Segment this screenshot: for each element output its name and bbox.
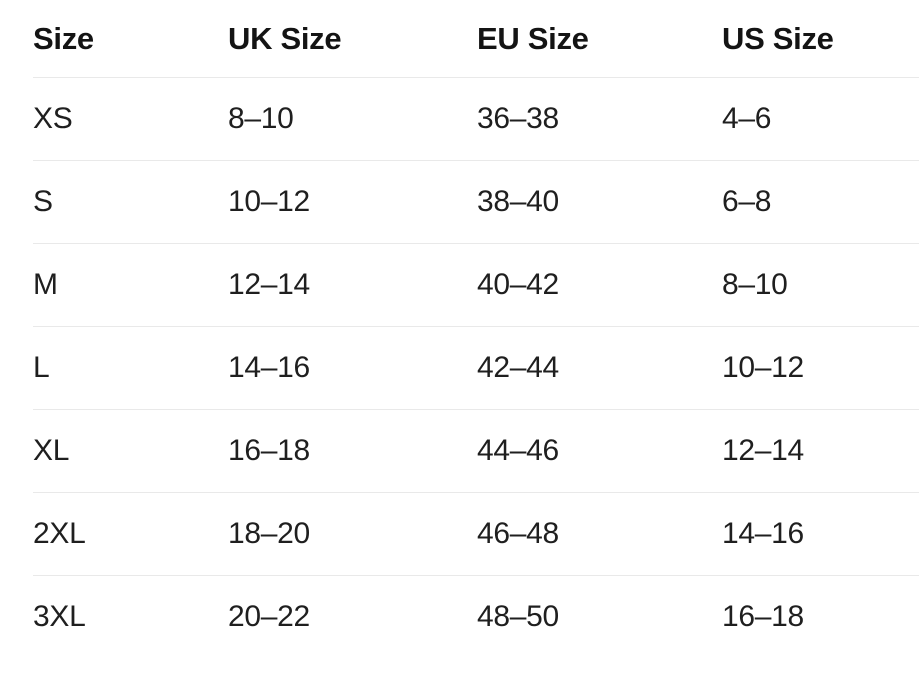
cell-us-size: 6–8 [722, 185, 772, 218]
cell-eu-size: 36–38 [477, 102, 559, 135]
cell-uk-size: 12–14 [228, 268, 310, 301]
column-header-uk-size: UK Size [228, 20, 342, 56]
cell-us-size: 10–12 [722, 351, 804, 384]
cell-us-size: 4–6 [722, 102, 772, 135]
cell-us-size: 8–10 [722, 268, 788, 301]
table-row-3xl: 3XL 20–22 48–50 16–18 [33, 575, 919, 658]
size-chart-table: Size UK Size EU Size US Size XS 8–10 36–… [33, 0, 919, 658]
cell-us-size: 16–18 [722, 600, 804, 633]
cell-size: L [33, 351, 50, 384]
cell-us-size: 12–14 [722, 434, 804, 467]
cell-size: S [33, 185, 53, 218]
table-row-l: L 14–16 42–44 10–12 [33, 326, 919, 409]
cell-eu-size: 42–44 [477, 351, 559, 384]
cell-eu-size: 46–48 [477, 517, 559, 550]
cell-uk-size: 16–18 [228, 434, 310, 467]
column-header-size: Size [33, 20, 94, 56]
cell-uk-size: 20–22 [228, 600, 310, 633]
table-row-xs: XS 8–10 36–38 4–6 [33, 77, 919, 160]
cell-size: 2XL [33, 517, 86, 550]
cell-uk-size: 10–12 [228, 185, 310, 218]
cell-eu-size: 40–42 [477, 268, 559, 301]
cell-size: 3XL [33, 600, 86, 633]
cell-uk-size: 14–16 [228, 351, 310, 384]
cell-uk-size: 8–10 [228, 102, 294, 135]
cell-eu-size: 38–40 [477, 185, 559, 218]
cell-uk-size: 18–20 [228, 517, 310, 550]
table-row-xl: XL 16–18 44–46 12–14 [33, 409, 919, 492]
table-row-2xl: 2XL 18–20 46–48 14–16 [33, 492, 919, 575]
table-row-s: S 10–12 38–40 6–8 [33, 160, 919, 243]
cell-size: M [33, 268, 58, 301]
cell-eu-size: 48–50 [477, 600, 559, 633]
cell-size: XS [33, 102, 73, 135]
cell-size: XL [33, 434, 70, 467]
table-row-m: M 12–14 40–42 8–10 [33, 243, 919, 326]
column-header-us-size: US Size [722, 20, 834, 56]
table-header-row: Size UK Size EU Size US Size [33, 0, 919, 77]
cell-eu-size: 44–46 [477, 434, 559, 467]
cell-us-size: 14–16 [722, 517, 804, 550]
column-header-eu-size: EU Size [477, 20, 589, 56]
